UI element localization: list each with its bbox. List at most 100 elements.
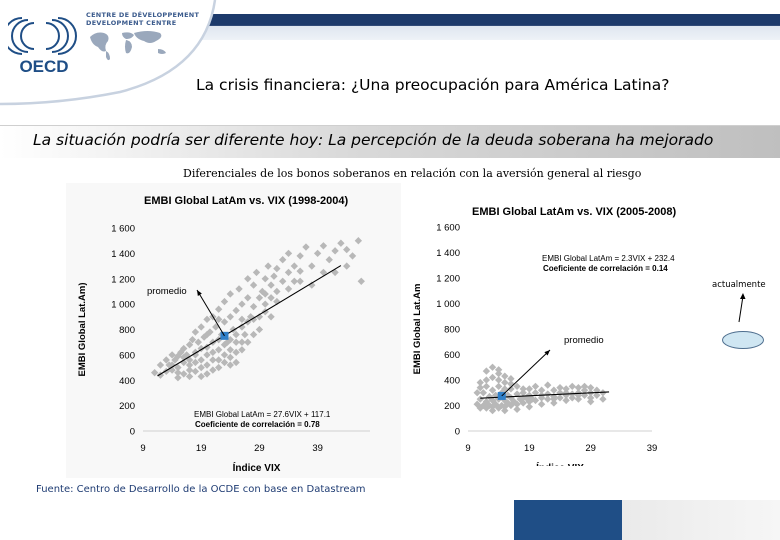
centre-line-2: DEVELOPMENT CENTRE (86, 19, 177, 27)
data-point (319, 242, 328, 250)
data-point (599, 395, 607, 403)
scatter-chart-2005-2008: EMBI Global LatAm vs. VIX (2005-2008) 0 20… (412, 206, 677, 474)
data-point (284, 285, 293, 293)
data-point (343, 262, 351, 270)
data-point (226, 313, 234, 321)
scatter-chart-1998-2004: EMBI Global LatAm vs. VIX (1998-2004) 0 20… (77, 195, 370, 474)
data-point (586, 397, 595, 406)
data-point (513, 405, 521, 414)
now-arrow-icon (738, 293, 746, 323)
oecd-logo: OECD (3, 10, 80, 76)
data-point (476, 383, 484, 392)
data-point (191, 351, 200, 359)
y-tick-label: 1 600 (436, 223, 460, 234)
data-point (296, 267, 304, 275)
data-point (319, 268, 328, 277)
data-point (244, 294, 252, 302)
data-point (313, 249, 322, 258)
x-tick-label: 9 (140, 443, 145, 454)
data-point (220, 358, 229, 367)
data-point (568, 394, 576, 402)
data-point (197, 363, 205, 372)
data-point (261, 275, 269, 283)
data-point (214, 315, 223, 324)
data-point (331, 247, 339, 255)
x-tick-label: 29 (254, 443, 265, 454)
x-axis-label: Índice VIX (536, 461, 584, 466)
header-band (190, 14, 780, 40)
data-point (337, 239, 345, 247)
data-point (241, 330, 249, 339)
data-point (203, 351, 211, 359)
data-point (580, 382, 589, 391)
data-point (226, 346, 234, 354)
data-point (235, 285, 243, 293)
data-point (513, 382, 521, 391)
data-point (203, 370, 211, 378)
subtitle-band (0, 125, 780, 158)
mean-arrow-head (544, 350, 550, 356)
data-point (267, 294, 275, 302)
data-point (296, 277, 304, 285)
page-title: La crisis financiera: ¿Una preocupación … (196, 76, 670, 94)
data-point (168, 351, 176, 359)
data-point (168, 361, 176, 369)
data-point (537, 400, 546, 408)
data-point (331, 268, 339, 277)
data-point (488, 386, 497, 394)
oecd-emblem-icon: OECD (3, 17, 77, 76)
footer-bar (514, 500, 622, 540)
x-axis-label: Índice VIX (233, 461, 281, 474)
data-point (574, 395, 583, 403)
data-point (296, 252, 304, 260)
x-tick-label: 9 (465, 443, 470, 454)
mean-label: promedio (147, 286, 187, 297)
footer-gray (622, 500, 780, 540)
y-tick-label: 0 (130, 427, 135, 438)
data-point (574, 383, 583, 392)
data-point (232, 306, 240, 315)
y-tick-label: 200 (119, 401, 135, 412)
data-point (226, 290, 234, 298)
data-point (226, 353, 234, 362)
y-tick-label: 1 400 (111, 249, 135, 260)
y-tick-label: 1 400 (436, 248, 460, 259)
data-point (238, 338, 246, 346)
y-tick-label: 1 000 (436, 299, 460, 310)
data-point (194, 338, 202, 346)
data-point (252, 268, 261, 277)
data-point (191, 367, 200, 376)
data-point (273, 264, 281, 273)
data-point (284, 249, 293, 258)
data-point (197, 356, 205, 364)
correlation-label: Coeficiente de correlación = 0.78 (195, 420, 320, 429)
mean-arrow-line (196, 289, 225, 337)
data-point (264, 262, 272, 270)
data-point (185, 372, 194, 381)
x-tick-label: 39 (647, 443, 658, 454)
data-point (185, 341, 194, 349)
y-tick-label: 1 000 (111, 300, 135, 311)
data-point (191, 328, 200, 336)
y-tick-label: 400 (119, 376, 135, 387)
data-point (348, 252, 357, 260)
data-point (586, 383, 595, 392)
data-point (267, 313, 275, 321)
data-point (544, 390, 552, 398)
centre-name: CENTRE DE DÉVELOPPEMENT DEVELOPMENT CENT… (86, 11, 199, 65)
data-point (249, 302, 258, 311)
data-point (593, 391, 601, 399)
data-point (302, 243, 310, 251)
data-point (203, 330, 211, 339)
source-note: Fuente: Centro de Desarrollo de la OCDE … (36, 484, 366, 495)
data-point (238, 315, 246, 324)
data-point (188, 335, 197, 344)
data-point (249, 281, 258, 289)
y-tick-label: 1 200 (436, 274, 460, 285)
data-point (290, 262, 299, 270)
y-tick-label: 600 (444, 350, 460, 361)
data-point (238, 300, 246, 308)
data-point (238, 323, 246, 331)
data-point (180, 370, 188, 378)
data-point (544, 381, 552, 389)
